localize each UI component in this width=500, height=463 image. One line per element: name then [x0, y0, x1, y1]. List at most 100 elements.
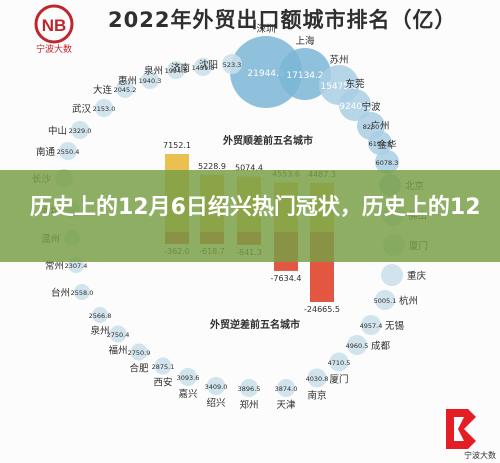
- city-name: 广州: [370, 120, 389, 132]
- city-name: 绍兴: [206, 397, 225, 409]
- city-value: 2566.8: [89, 312, 112, 320]
- city-bubble: [277, 379, 295, 397]
- surplus-label: 5228.9: [198, 162, 226, 171]
- city-name: 金华: [377, 139, 397, 151]
- watermark-logo: [446, 409, 476, 449]
- city-value: 2307.4: [65, 262, 88, 270]
- city-bubble: [71, 121, 89, 139]
- city-bubble: [375, 150, 399, 174]
- city-name: 台州: [51, 287, 70, 299]
- city-value: 4960.5: [346, 342, 369, 350]
- city-name: 西安: [153, 377, 172, 389]
- city-bubble: [74, 284, 90, 300]
- city-bubble: [368, 131, 392, 155]
- city-value: 4957.4: [360, 322, 383, 330]
- city-name: 武汉: [72, 103, 92, 115]
- city-name: 郑州: [239, 399, 258, 411]
- surplus-title: 外贸顺差前五名城市: [222, 134, 313, 147]
- city-name: 厦门: [329, 374, 348, 386]
- city-value: 2875.1: [152, 363, 175, 371]
- city-value: 3409.0: [205, 383, 228, 391]
- deficit-title: 外贸逆差前五名城市: [209, 318, 300, 331]
- deficit-label: -7634.4: [271, 274, 302, 283]
- city-value: 523.3: [223, 61, 242, 69]
- city-name: 重庆: [407, 270, 427, 282]
- city-value: 2045.2: [114, 86, 137, 94]
- city-bubble: [329, 352, 349, 372]
- city-name: 东莞: [345, 78, 365, 90]
- city-value: 15475.0: [320, 82, 357, 92]
- city-value: 9240.1: [339, 102, 371, 112]
- city-value: 8230: [363, 123, 380, 131]
- city-bubble: [381, 264, 403, 286]
- city-name: 杭州: [399, 295, 418, 307]
- city-value: 2329.0: [69, 127, 92, 135]
- surplus-label: 7152.1: [163, 141, 191, 150]
- city-name: 大连: [93, 84, 113, 96]
- city-name: 南通: [36, 146, 56, 158]
- city-value: 5005.1: [374, 297, 397, 305]
- city-bubble: [240, 379, 258, 397]
- city-bubble: [92, 307, 108, 323]
- city-name: 上海: [295, 35, 315, 47]
- city-name: 嘉兴: [178, 388, 197, 400]
- city-bubble: [207, 377, 225, 395]
- city-bubble: [59, 142, 77, 160]
- city-value: 21944.8: [247, 69, 284, 79]
- city-name: 泉州: [90, 325, 109, 337]
- city-name: 惠州: [118, 75, 137, 87]
- headline-text: 历史上的12月6日绍兴热门冠状，历史上的12月6日绍兴冠: [30, 195, 480, 220]
- city-value: 1940.3: [139, 77, 162, 85]
- headline-banner: [0, 170, 500, 262]
- city-name: 无锡: [385, 320, 404, 332]
- page-title: 2022年外贸出口额城市排名（亿）: [108, 8, 457, 32]
- city-value: 2550.4: [57, 148, 80, 156]
- city-bubble: [141, 71, 159, 89]
- city-bubble: [154, 357, 172, 375]
- city-value: 4710.5: [328, 359, 351, 367]
- city-name: 中山: [48, 125, 67, 137]
- city-value: 3874.0: [275, 385, 298, 393]
- city-name: 苏州: [329, 54, 348, 66]
- city-value: 2153.0: [93, 105, 116, 113]
- city-value: 17134.2: [286, 71, 323, 81]
- city-name: 深圳: [256, 24, 275, 35]
- city-bubble: [347, 335, 367, 355]
- city-value: 2750.4: [107, 331, 130, 339]
- city-name: 合肥: [129, 363, 149, 375]
- city-bubble: [222, 54, 242, 74]
- brand-logo: NB: [34, 4, 74, 44]
- city-value: 6078.3: [376, 159, 399, 167]
- svg-text:NB: NB: [42, 16, 67, 35]
- brand-name: 宁波大数: [35, 45, 72, 55]
- city-name: 福州: [108, 345, 127, 357]
- city-value: 2558.0: [71, 289, 94, 297]
- city-value: 4030.8: [306, 375, 329, 383]
- deficit-label: -24665.5: [304, 305, 340, 314]
- watermark-text: 宁波大数: [464, 451, 496, 460]
- city-value: 1994.8: [165, 67, 188, 75]
- city-name: 常州: [45, 260, 64, 272]
- city-bubble: [375, 290, 395, 310]
- city-value: 3896.5: [238, 385, 261, 393]
- city-value: 6194.8: [369, 140, 392, 148]
- city-value: 1431.8: [192, 64, 215, 72]
- city-bubble: [130, 343, 148, 361]
- city-bubble: [361, 315, 381, 335]
- city-name: 济南: [171, 62, 190, 74]
- city-name: 泉州: [144, 65, 163, 77]
- city-bubble: [116, 80, 134, 98]
- city-bubble: [179, 368, 197, 386]
- city-bubble: [279, 48, 331, 100]
- city-bubble: [95, 99, 113, 117]
- city-bubble: [339, 89, 371, 121]
- city-bubble: [194, 58, 212, 76]
- surplus-label: 5074.4: [235, 164, 263, 173]
- city-name: 天津: [276, 400, 296, 411]
- city-bubble: [109, 325, 127, 343]
- city-bubble: [167, 61, 185, 79]
- city-bubble: [307, 368, 327, 388]
- city-bubble: [230, 36, 302, 108]
- city-value: 2750.9: [128, 349, 151, 357]
